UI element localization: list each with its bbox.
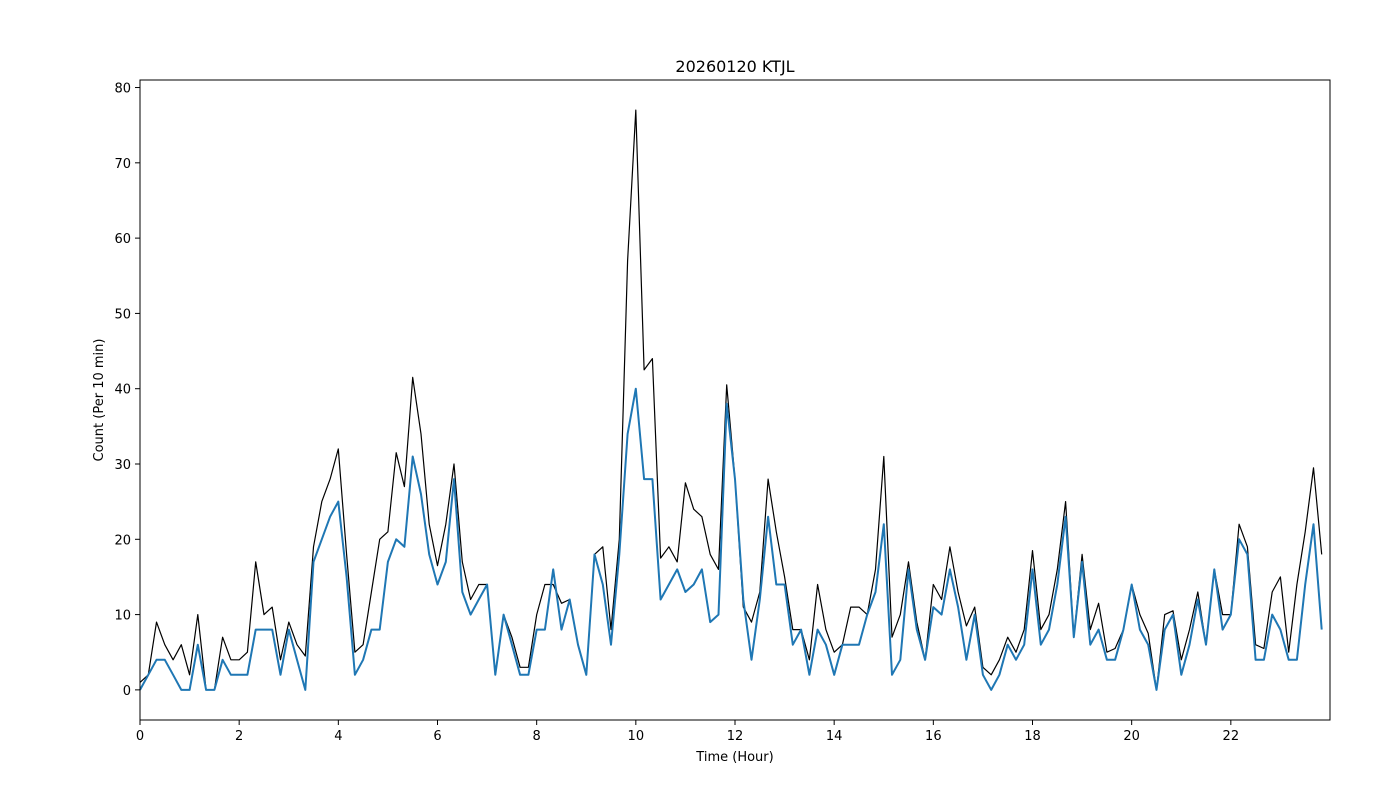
y-tick-label: 20 [114, 533, 131, 548]
y-tick-label: 70 [114, 157, 131, 172]
x-tick-label: 0 [136, 729, 144, 744]
x-tick-label: 14 [826, 729, 843, 744]
chart-title: 20260120 KTJL [675, 57, 794, 76]
y-axis-label: Count (Per 10 min) [92, 339, 107, 462]
x-axis: 0 2 4 6 8 10 12 14 16 18 20 22 [136, 720, 1239, 744]
x-tick-label: 4 [334, 729, 342, 744]
y-tick-label: 80 [114, 82, 131, 97]
x-tick-label: 16 [925, 729, 942, 744]
y-axis: 0 10 20 30 40 50 60 70 80 [114, 82, 140, 699]
plot-frame [139, 79, 1331, 721]
x-tick-label: 12 [727, 729, 744, 744]
y-tick-label: 50 [114, 307, 131, 322]
x-tick-label: 8 [533, 729, 541, 744]
y-tick-label: 60 [114, 232, 131, 247]
x-tick-label: 20 [1123, 729, 1140, 744]
x-tick-label: 2 [235, 729, 243, 744]
y-tick-label: 0 [123, 684, 131, 699]
x-tick-label: 10 [628, 729, 645, 744]
series-line-1 [139, 109, 1323, 691]
x-tick-label: 6 [433, 729, 441, 744]
x-tick-label: 18 [1024, 729, 1041, 744]
series-line-2 [139, 387, 1323, 691]
y-tick-label: 10 [114, 609, 131, 624]
x-tick-label: 22 [1223, 729, 1240, 744]
series-lines [139, 109, 1323, 691]
y-tick-label: 40 [114, 383, 131, 398]
y-tick-label: 30 [114, 458, 131, 473]
x-axis-label: Time (Hour) [695, 750, 773, 765]
